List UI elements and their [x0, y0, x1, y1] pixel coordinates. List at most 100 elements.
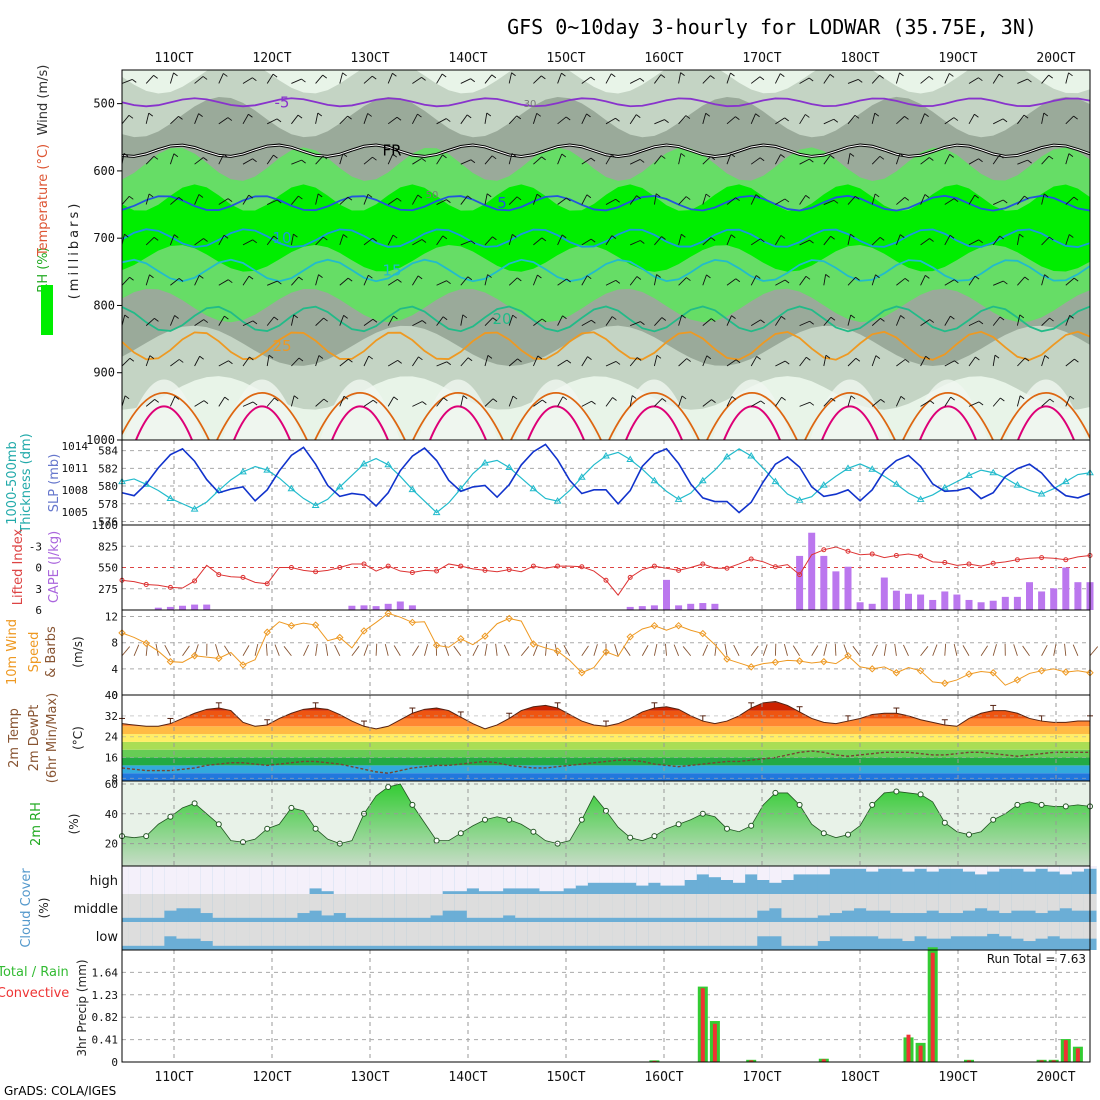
- cloud-cell-clear: [188, 922, 202, 939]
- cloud-cell-clear: [418, 894, 432, 918]
- wind-barb: [363, 355, 370, 367]
- wind-barb-flag: [293, 395, 299, 400]
- wind-barb-flag: [705, 112, 710, 117]
- wind-barb: [762, 644, 768, 656]
- cloud-cell-clear: [950, 866, 964, 869]
- wind-barb-flag: [1024, 357, 1030, 362]
- wind-barb-flag: [203, 238, 208, 242]
- wind-barb-flag: [805, 114, 810, 118]
- cloud-cell-clear: [636, 894, 649, 918]
- wind-barb: [508, 358, 518, 367]
- wind-barb-flag: [317, 193, 323, 198]
- li-point: [385, 563, 391, 569]
- cape-bar: [844, 566, 852, 610]
- wind-speed-point: [287, 621, 296, 630]
- wind-barb: [387, 197, 398, 205]
- wind-barb: [992, 644, 997, 656]
- rh-axis-title: RH (%): [36, 247, 51, 292]
- wind-barb-flag: [154, 398, 159, 403]
- thickness-point: [771, 477, 780, 485]
- wind-barb: [968, 401, 980, 407]
- wind-barb: [1089, 163, 1090, 165]
- wind-barb: [169, 396, 176, 407]
- wind-barb: [315, 355, 320, 367]
- wind-barb: [363, 318, 374, 327]
- wind-barb: [460, 395, 464, 407]
- wind-barb: [387, 116, 398, 125]
- wind-barb-flag: [301, 78, 306, 83]
- wind-barb: [750, 76, 761, 84]
- wind-barb-flag: [780, 154, 785, 158]
- cloud-cell-clear: [333, 894, 347, 914]
- cloud-cell-clear: [1035, 922, 1049, 939]
- wind-barb-flag: [203, 400, 209, 404]
- wind-barb: [266, 154, 274, 165]
- wind-barb: [581, 645, 589, 657]
- temp-bands: [122, 701, 1090, 781]
- wind-barb: [1041, 112, 1045, 124]
- cloud-cell-clear: [781, 866, 795, 880]
- wind-barb-flag: [1044, 355, 1050, 359]
- thickness-axis-title-2: Thickness (dm): [19, 433, 34, 533]
- wind-barb: [980, 645, 989, 657]
- hot-contour: [1017, 405, 1075, 440]
- wind-barb-flag: [422, 401, 427, 405]
- cloud-level-label: high: [90, 874, 118, 889]
- hot-contour: [821, 405, 879, 440]
- cloud-cell-clear: [696, 894, 710, 918]
- rh-point: [215, 821, 222, 828]
- wind-barb: [545, 643, 547, 656]
- time-label-top: 11OCT: [154, 51, 193, 66]
- rh-point: [748, 822, 755, 829]
- cloud-cell-clear: [140, 866, 153, 894]
- wind-barb: [581, 76, 592, 84]
- wind-barb-flag: [784, 360, 790, 365]
- cloud-cell-clear: [914, 866, 928, 869]
- li-point: [361, 561, 367, 567]
- wind-barb: [557, 396, 564, 407]
- wind-barb-flag: [850, 314, 856, 319]
- wind-barb-flag: [590, 76, 596, 81]
- wind-barb-flag: [655, 193, 661, 198]
- wind-barb-flag: [639, 159, 645, 163]
- cape-bar: [166, 606, 174, 610]
- wind-barb-flag: [640, 240, 645, 244]
- wind-barb: [605, 279, 617, 286]
- wind-speed-point: [529, 640, 538, 648]
- wind-barb: [508, 153, 513, 165]
- wind-barb: [799, 114, 806, 125]
- wind-barb: [895, 153, 901, 165]
- wind-barb: [823, 644, 828, 656]
- cloud-cell-clear: [769, 866, 782, 883]
- wind-barb: [1017, 114, 1025, 125]
- wind-barb: [218, 279, 229, 286]
- wind-barb: [460, 240, 472, 246]
- wind-barb-flag: [899, 153, 905, 158]
- wind-barb: [605, 361, 617, 367]
- wind-barb: [920, 113, 926, 124]
- thickness-point: [602, 451, 610, 459]
- cloud-cell: [1011, 866, 1024, 894]
- cape-bar: [953, 594, 961, 610]
- wind-barb-flag: [954, 279, 959, 284]
- wind-speed-point: [1013, 676, 1022, 684]
- wind-barb: [1041, 317, 1050, 326]
- cloud-cell: [890, 866, 903, 894]
- wind-barb-flag: [149, 355, 155, 359]
- cloud-cell-clear: [914, 922, 928, 937]
- wind-barb-flag: [368, 274, 373, 279]
- cloud-cell-clear: [454, 922, 468, 946]
- cape-bar: [1038, 591, 1046, 610]
- cloud-cell-clear: [128, 866, 141, 894]
- wind-barb-flag: [705, 193, 711, 198]
- rh-2m-panel: 2m RH (%) 20 40 60: [29, 778, 1093, 867]
- wind-barb: [847, 395, 852, 407]
- li-tick-label: 6: [35, 604, 42, 617]
- wind-barb-flag: [664, 119, 669, 123]
- wind-barb-flag: [491, 74, 497, 79]
- wind-barb: [508, 234, 513, 246]
- wind-barb: [702, 75, 711, 84]
- wind-barb-flag: [1068, 153, 1074, 157]
- wind-barb-flag: [591, 400, 596, 405]
- cloud-cell-clear: [212, 922, 226, 946]
